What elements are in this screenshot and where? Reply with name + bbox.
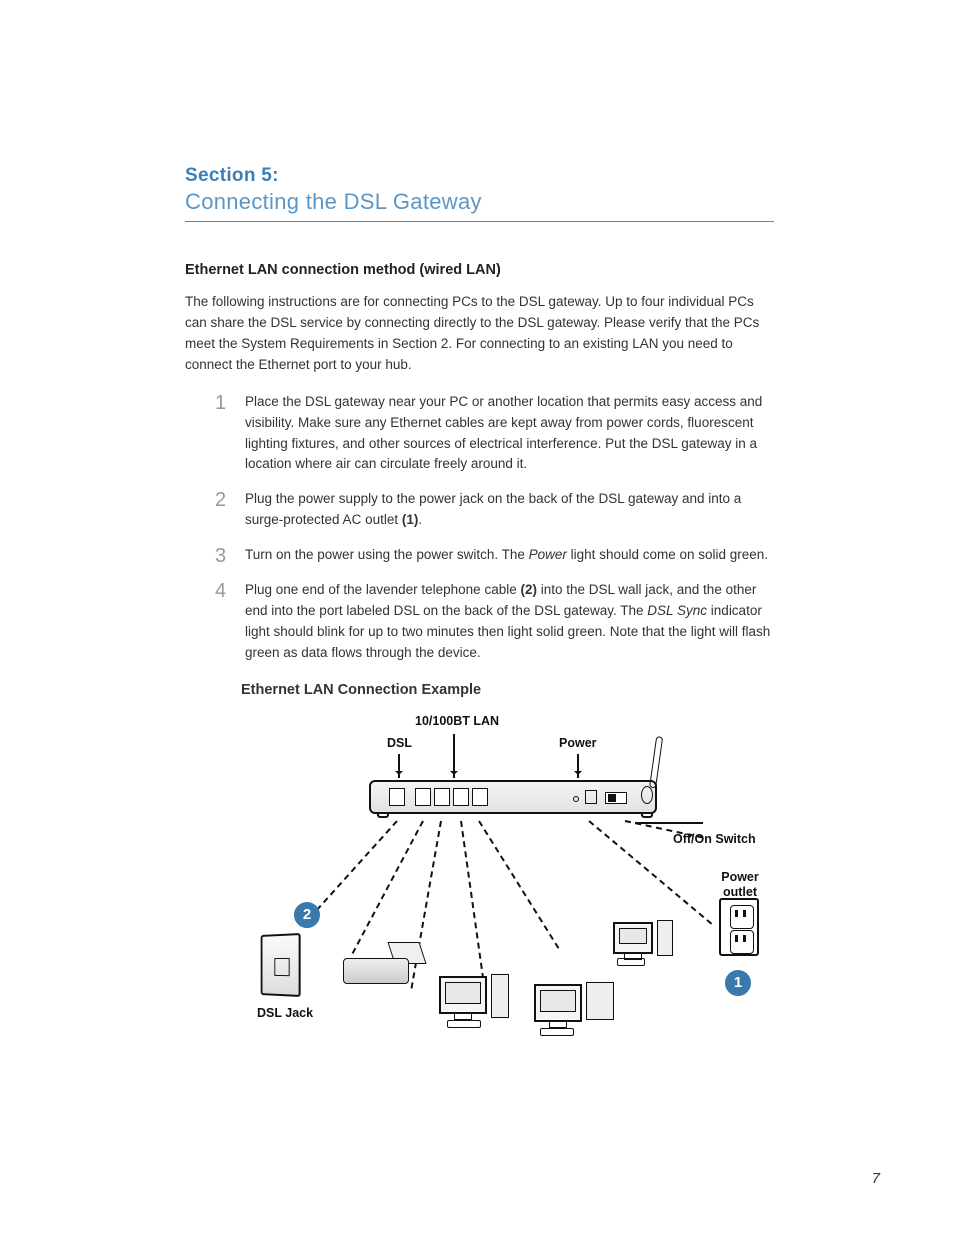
label-power: Power xyxy=(559,736,597,750)
antenna-icon xyxy=(649,736,663,788)
step-bold: (1) xyxy=(402,512,419,527)
section-title: Connecting the DSL Gateway xyxy=(185,189,774,222)
router-foot xyxy=(377,812,389,818)
section-label: Section 5: xyxy=(185,165,774,187)
arrow-power xyxy=(577,754,579,778)
computer-icon xyxy=(613,922,653,960)
computer-icon xyxy=(534,984,582,1028)
computer-icon xyxy=(439,976,487,1020)
label-dsljack: DSL Jack xyxy=(257,1006,313,1020)
power-led-icon xyxy=(573,796,579,802)
step-text: Plug the power supply to the power jack … xyxy=(245,491,741,527)
port-dsl-icon xyxy=(389,788,405,806)
port-lan-icon xyxy=(415,788,431,806)
step-3: 3 Turn on the power using the power swit… xyxy=(219,545,774,566)
connection-line xyxy=(352,820,424,953)
connection-line xyxy=(478,820,559,948)
step-bold: (2) xyxy=(520,582,537,597)
step-number: 4 xyxy=(215,576,226,607)
power-switch-icon xyxy=(605,792,627,804)
step-number: 3 xyxy=(215,541,226,572)
badge-1: 1 xyxy=(725,970,751,996)
page-number: 7 xyxy=(872,1170,880,1187)
badge-2: 2 xyxy=(294,902,320,928)
step-text: Turn on the power using the power switch… xyxy=(245,547,529,562)
step-1: 1 Place the DSL gateway near your PC or … xyxy=(219,392,774,476)
diagram-title: Ethernet LAN Connection Example xyxy=(241,682,774,698)
antenna-base-icon xyxy=(641,786,653,804)
step-number: 1 xyxy=(215,388,226,419)
intro-paragraph: The following instructions are for conne… xyxy=(185,292,774,376)
connection-line xyxy=(316,820,398,911)
power-outlet-icon xyxy=(719,898,759,956)
connection-line xyxy=(460,821,487,1000)
step-italic: Power xyxy=(529,547,567,562)
steps-list: 1 Place the DSL gateway near your PC or … xyxy=(185,392,774,664)
power-jack-icon xyxy=(585,790,597,804)
label-dsl: DSL xyxy=(387,736,412,750)
label-lan: 10/100BT LAN xyxy=(415,714,499,728)
step-text: Plug one end of the lavender telephone c… xyxy=(245,582,520,597)
label-outlet: Power outlet xyxy=(709,870,771,900)
step-text: Place the DSL gateway near your PC or an… xyxy=(245,394,762,472)
arrow-dsl xyxy=(398,754,400,778)
step-text-post: . xyxy=(418,512,422,527)
arrow-lan xyxy=(453,734,455,778)
step-text-post: light should come on solid green. xyxy=(567,547,768,562)
port-lan-icon xyxy=(472,788,488,806)
step-number: 2 xyxy=(215,485,226,516)
step-italic: DSL Sync xyxy=(647,603,707,618)
printer-icon xyxy=(335,940,419,990)
dsl-jack-icon xyxy=(261,933,301,997)
step-2: 2 Plug the power supply to the power jac… xyxy=(219,489,774,531)
port-lan-icon xyxy=(434,788,450,806)
connection-diagram: 10/100BT LAN DSL Power Off/On Switch Pow… xyxy=(239,712,779,1082)
port-lan-icon xyxy=(453,788,469,806)
subheading-method: Ethernet LAN connection method (wired LA… xyxy=(185,262,774,278)
step-4: 4 Plug one end of the lavender telephone… xyxy=(219,580,774,664)
router-foot xyxy=(641,812,653,818)
